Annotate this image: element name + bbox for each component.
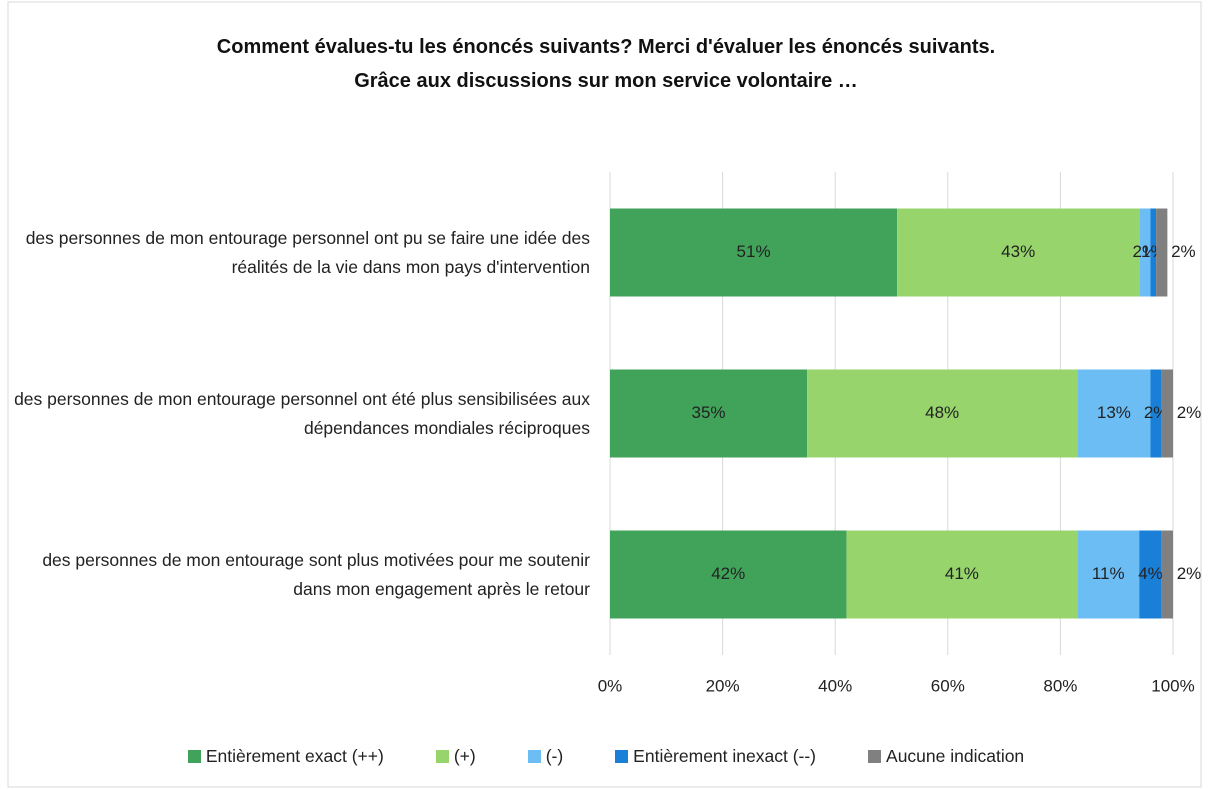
category-label: des personnes de mon entourage personnel…: [14, 388, 590, 438]
data-label: 43%: [1001, 242, 1035, 261]
legend-swatch: [615, 750, 629, 763]
data-label: 51%: [737, 242, 771, 261]
x-tick-label: 0%: [598, 676, 623, 695]
x-tick-label: 60%: [931, 676, 965, 695]
bar-segment: [1077, 530, 1140, 619]
data-label: 35%: [692, 403, 726, 422]
x-tick-label: 40%: [818, 676, 852, 695]
data-label: 4%: [1138, 564, 1163, 583]
bar-segment: [610, 208, 898, 297]
data-label: 2%: [1177, 403, 1202, 422]
x-tick-label: 80%: [1043, 676, 1077, 695]
legend-label: Aucune indication: [886, 746, 1025, 766]
bar-segment: [1150, 369, 1162, 458]
data-label: 42%: [711, 564, 745, 583]
data-label: 2%: [1171, 242, 1196, 261]
bar-segment: [1161, 369, 1173, 458]
bar-segment: [1150, 208, 1157, 297]
bar-segment: [1156, 208, 1168, 297]
bar-segment: [846, 530, 1078, 619]
bar-segment: [1077, 369, 1151, 458]
legend-item: Entièrement inexact (--): [615, 746, 816, 767]
chart-title: Comment évalues-tu les énoncés suivants?…: [216, 36, 996, 92]
legend-item: Entièrement exact (++): [187, 746, 384, 767]
legend-swatch: [868, 750, 882, 763]
legend-item: (+): [435, 746, 476, 767]
legend-swatch: [527, 750, 541, 763]
bar-segment: [1139, 208, 1151, 297]
legend-swatch: [187, 750, 201, 763]
legend-swatch: [435, 750, 449, 763]
legend-label: Entièrement inexact (--): [633, 746, 817, 766]
data-label: 11%: [1092, 564, 1125, 583]
data-label: 48%: [925, 403, 959, 422]
bar-segment: [610, 530, 847, 619]
bar-segment: [1161, 530, 1173, 619]
legend-item: Aucune indication: [868, 746, 1024, 767]
legend: Entièrement exact (++) (+) (-) Entièrement …: [0, 746, 1212, 767]
category-label: des personnes de mon entourage personnel…: [25, 227, 590, 277]
x-tick-label: 20%: [706, 676, 740, 695]
legend-label: (-): [545, 746, 564, 766]
bar-segment: [807, 369, 1078, 458]
data-label: 2%: [1177, 564, 1202, 583]
data-label: 13%: [1097, 403, 1131, 422]
x-tick-label: 100%: [1151, 676, 1194, 695]
legend-item: (-): [527, 746, 564, 767]
legend-label: Entièrement exact (++): [205, 746, 384, 766]
chart-border: [7, 1, 1202, 788]
data-label: 41%: [945, 564, 979, 583]
bar-segment: [897, 208, 1140, 297]
bar-segment: [1139, 530, 1162, 619]
category-label: des personnes de mon entourage sont plus…: [42, 549, 590, 599]
bar-segment: [610, 369, 808, 458]
legend-label: (+): [453, 746, 476, 766]
